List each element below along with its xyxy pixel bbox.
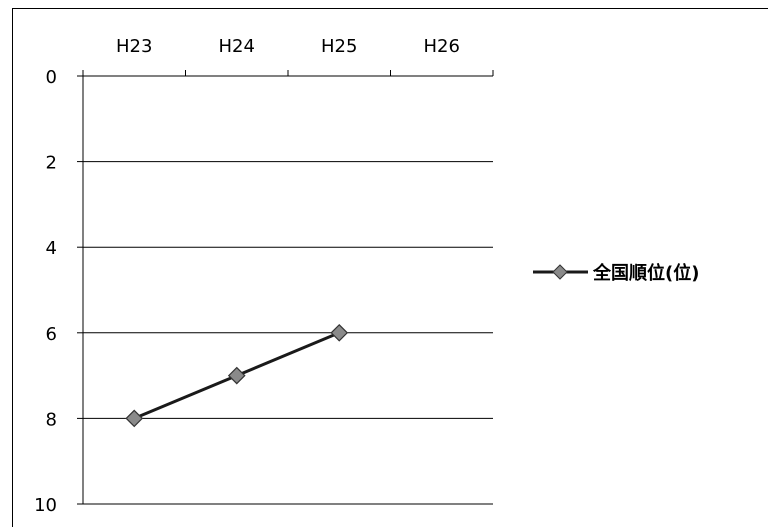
y-axis-tick-labels: 0 2 4 6 8 10 xyxy=(34,67,57,516)
x-tick-label: H23 xyxy=(116,36,152,57)
x-tick-label: H24 xyxy=(219,36,255,57)
data-point-marker xyxy=(330,323,349,342)
series-line xyxy=(125,323,349,428)
y-tick-label: 0 xyxy=(46,67,57,88)
legend-marker-swatch xyxy=(552,264,568,280)
legend: 全国順位(位) xyxy=(533,262,699,284)
y-tick-label: 10 xyxy=(34,495,57,516)
chart-frame xyxy=(12,8,768,527)
y-tick-label: 6 xyxy=(46,324,57,345)
y-tick-label: 2 xyxy=(46,153,57,174)
axes xyxy=(77,70,494,505)
x-tick-label: H25 xyxy=(321,36,357,57)
y-tick-label: 4 xyxy=(46,238,57,259)
y-tick-label: 8 xyxy=(46,409,57,430)
data-point-marker xyxy=(125,409,144,428)
gridlines xyxy=(83,161,493,505)
legend-label: 全国順位(位) xyxy=(592,262,699,284)
x-axis-tick-labels: H23 H24 H25 H26 xyxy=(116,36,460,57)
x-tick-label: H26 xyxy=(424,36,460,57)
data-point-marker xyxy=(227,366,246,385)
